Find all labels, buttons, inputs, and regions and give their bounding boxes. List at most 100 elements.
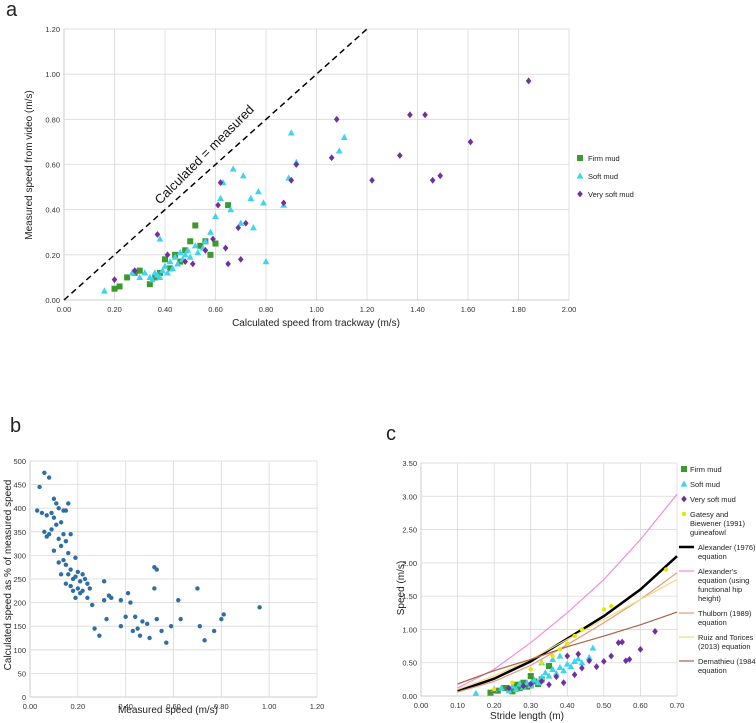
- panel-a-point: [154, 231, 161, 238]
- panel-b-point: [58, 520, 64, 525]
- panel-c-point: [527, 673, 534, 680]
- panel-a-point: [237, 255, 244, 263]
- panel-a-y-tick-label: 1.00: [45, 70, 60, 79]
- panel-c-series-line: [457, 578, 678, 690]
- panel-a-point: [237, 219, 245, 226]
- panel-b-y-tick-label: 400: [13, 504, 26, 513]
- panel-c-legend-label: Very soft mud: [690, 495, 736, 504]
- panel-b-point: [80, 588, 85, 593]
- panel-a-x-tick-label: 0.60: [208, 305, 223, 314]
- panel-c-point: [528, 667, 533, 672]
- panel-a-legend-label: Soft mud: [588, 172, 618, 181]
- panel-b-point: [101, 598, 107, 603]
- panel-c-point: [538, 677, 545, 685]
- panel-a-point: [101, 287, 108, 294]
- panel-b-point: [68, 567, 73, 572]
- panel-b-point: [73, 555, 78, 560]
- panel-c-x-tick-label: 0.30: [523, 701, 538, 710]
- panel-a-point: [260, 199, 267, 206]
- panel-c-y-tick-label: 0.00: [402, 692, 417, 701]
- panel-a-point: [247, 194, 255, 201]
- panel-c-legend-marker: [680, 480, 688, 487]
- panel-a-y-tick-label: 0.60: [45, 161, 60, 170]
- panel-c-point: [516, 685, 523, 692]
- panel-a-point: [397, 152, 403, 159]
- panel-c-grid: [420, 462, 678, 697]
- panel-b: b 0.00 0.20 0.40 0.60 0.80 1.00 1.20 0 50 100 150 2…: [3, 415, 324, 716]
- panel-c-series-line: [457, 493, 678, 689]
- panel-c-legend-label: Ruiz and Torices (2013) equation: [698, 633, 754, 651]
- panel-a-point: [186, 253, 194, 260]
- panel-b-point: [54, 501, 59, 506]
- panel-a-x-tick-label: 1.00: [309, 305, 324, 314]
- panel-b-grid: [29, 460, 318, 698]
- panel-b-point: [42, 470, 47, 475]
- panel-b-point: [178, 616, 183, 622]
- panel-b-point: [257, 605, 262, 610]
- panel-c-point: [541, 669, 549, 676]
- panel-a-y-tick-label: 0.00: [45, 296, 60, 305]
- panel-a-point: [422, 111, 428, 119]
- panel-c-point: [572, 633, 577, 639]
- panel-a-point: [288, 176, 295, 184]
- panel-b-point: [137, 633, 143, 638]
- panel-a-point: [212, 240, 219, 247]
- panel-c-legend-label: Thulborn (1989) equation: [698, 609, 752, 627]
- panel-c-series-line: [457, 555, 678, 693]
- panel-b-point: [63, 539, 69, 544]
- panel-a-point: [335, 147, 343, 154]
- panel-b-point: [39, 510, 45, 516]
- panel-a-point: [184, 246, 192, 253]
- panel-b-point: [49, 527, 54, 532]
- panel-c-point: [565, 641, 570, 647]
- panel-a-point: [136, 267, 143, 274]
- panel-a-reference-line: [63, 28, 368, 301]
- panel-c-point: [652, 628, 658, 635]
- panel-b-point: [82, 576, 88, 582]
- panel-b-point: [54, 522, 59, 527]
- panel-c-point: [589, 644, 597, 651]
- panel-a-x-tick-label: 0.20: [107, 305, 122, 314]
- panel-b-point: [152, 586, 157, 591]
- panel-b-point: [144, 621, 150, 627]
- panel-b-y-tick-label: 50: [18, 669, 26, 678]
- panel-b-y-tick-label: 500: [13, 457, 26, 466]
- panel-a-point: [227, 206, 235, 213]
- panel-b-point: [51, 515, 57, 520]
- panel-b-x-tick-label: 0.40: [118, 702, 133, 711]
- panel-a-x-tick-label: 2.00: [562, 305, 577, 314]
- panel-b-point: [92, 626, 97, 631]
- panel-c-point: [608, 603, 614, 609]
- panel-c-point: [524, 683, 531, 690]
- panel-c-x-tick-label: 0.70: [670, 701, 685, 710]
- panel-b-x-tick-label: 1.20: [310, 702, 325, 711]
- panel-b-point: [78, 579, 83, 584]
- panel-c-point: [571, 657, 578, 664]
- panel-a-point: [249, 224, 257, 231]
- panel-c-x-tick-label: 0.40: [560, 701, 575, 710]
- panel-b-x-tick-label: 0.80: [214, 702, 229, 711]
- panel-b-y-tick-label: 350: [13, 528, 26, 537]
- panel-c-point: [585, 653, 593, 660]
- panel-a-reference-label: Calculated = measured: [152, 102, 257, 207]
- panel-a-point: [202, 237, 209, 244]
- panel-a-point: [210, 235, 216, 243]
- panel-b-point: [73, 595, 78, 601]
- panel-c-point: [626, 655, 633, 663]
- panel-a-y-tick-label: 0.40: [45, 206, 60, 215]
- panel-a-point: [148, 276, 156, 283]
- panel-c-point: [608, 652, 614, 660]
- panel-c-point: [494, 687, 501, 694]
- panel-c-point: [530, 676, 538, 683]
- panel-a-point: [212, 212, 219, 220]
- panel-a-point: [146, 281, 153, 288]
- panel-c-ticks: 0.00 0.10 0.20 0.30 0.40 0.50 0.60 0.70 0.00 0.50…: [402, 459, 684, 710]
- panel-a-x-tick-label: 1.40: [410, 305, 425, 314]
- panel-b-point: [66, 501, 71, 506]
- panel-c-point: [567, 663, 575, 670]
- panel-c-point: [550, 653, 555, 659]
- panel-c-point: [615, 639, 622, 647]
- panel-b-label: b: [10, 415, 21, 437]
- panel-a-label: a: [6, 0, 18, 21]
- panel-b-point: [176, 598, 181, 603]
